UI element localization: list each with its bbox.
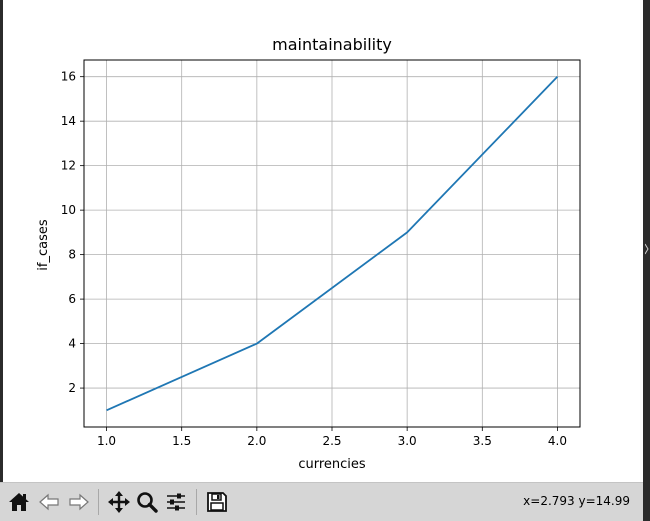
y-tick-label: 12 — [61, 159, 76, 173]
toolbar-separator — [196, 489, 197, 515]
forward-button[interactable] — [65, 488, 93, 516]
y-tick-label: 10 — [61, 203, 76, 217]
x-tick-label: 2.0 — [247, 434, 266, 448]
x-tick-label: 2.5 — [322, 434, 341, 448]
y-tick-label: 6 — [68, 292, 76, 306]
x-tick-label: 4.0 — [548, 434, 567, 448]
x-tick-label: 1.5 — [172, 434, 191, 448]
series-line — [106, 76, 559, 412]
forward-arrow-icon — [69, 493, 89, 511]
y-tick-label: 8 — [68, 248, 76, 262]
home-icon — [9, 493, 29, 511]
figure-window: 1.0 1.5 2.0 2.5 3.0 3.5 4.0 2 4 6 8 10 12 14 16 mainta… — [3, 0, 643, 520]
y-tick-label: 4 — [68, 337, 76, 351]
y-tick-label: 14 — [61, 114, 76, 128]
back-arrow-icon — [39, 493, 59, 511]
window-edge-chevron-icon — [645, 243, 649, 255]
configure-subplots-button[interactable] — [162, 488, 190, 516]
zoom-button[interactable] — [133, 488, 161, 516]
move-icon — [108, 491, 130, 513]
x-axis-label: currencies — [298, 457, 366, 472]
ticks: 1.0 1.5 2.0 2.5 3.0 3.5 4.0 2 4 6 8 10 12 14 16 — [61, 70, 567, 448]
x-tick-label: 3.5 — [473, 434, 492, 448]
magnifier-icon — [137, 492, 158, 513]
x-tick-label: 3.0 — [398, 434, 417, 448]
save-button[interactable] — [203, 488, 231, 516]
x-tick-label: 1.0 — [97, 434, 116, 448]
series — [106, 76, 559, 412]
y-tick-label: 2 — [68, 381, 76, 395]
cursor-coordinates: x=2.793 y=14.99 — [523, 494, 630, 508]
chart: 1.0 1.5 2.0 2.5 3.0 3.5 4.0 2 4 6 8 10 12 14 16 mainta… — [36, 35, 581, 472]
y-tick-label: 16 — [61, 70, 76, 84]
toolbar-separator — [98, 489, 99, 515]
sliders-icon — [167, 493, 185, 511]
plot-frame — [83, 59, 581, 428]
navigation-toolbar: x=2.793 y=14.99 — [0, 482, 643, 521]
back-button[interactable] — [35, 488, 63, 516]
y-axis-label: if_cases — [36, 219, 51, 271]
pan-button[interactable] — [105, 488, 133, 516]
floppy-disk-icon — [207, 492, 227, 512]
home-button[interactable] — [5, 488, 33, 516]
grid — [84, 60, 580, 427]
chart-title: maintainability — [272, 35, 392, 54]
